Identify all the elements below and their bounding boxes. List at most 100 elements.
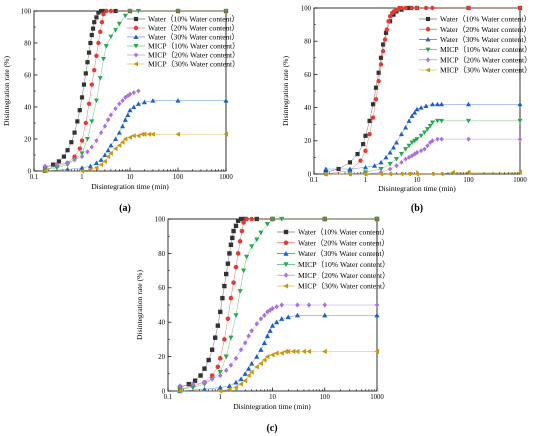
data-point-micp30 [108, 150, 113, 156]
legend-marker-micp30 [425, 67, 431, 73]
data-point-micp30 [439, 171, 444, 177]
data-point-micp20 [246, 333, 251, 339]
chart-b: Disintegration time (min) Disintegration… [281, 5, 532, 214]
data-point-micp10 [434, 118, 441, 124]
data-point-micp10 [439, 118, 445, 124]
data-point-water30 [264, 333, 271, 339]
data-point-micp30 [254, 364, 259, 370]
data-point-water30 [403, 125, 409, 130]
data-point-micp30 [116, 142, 122, 148]
legend-label-water20: Water（20% Water content） [440, 25, 531, 34]
data-point-water10 [370, 102, 376, 107]
series-water20 [42, 8, 229, 172]
data-point-micp30 [87, 166, 93, 172]
data-point-water20 [72, 154, 77, 159]
data-point-water30 [465, 101, 472, 107]
data-point-micp30 [141, 131, 147, 137]
data-point-water10 [90, 26, 96, 31]
legend-marker-water30 [425, 36, 431, 42]
data-point-water10 [347, 160, 353, 165]
data-point-micp10 [190, 385, 196, 391]
data-point-water30 [79, 165, 85, 170]
data-point-micp10 [269, 216, 276, 222]
data-point-micp30 [122, 136, 128, 142]
data-point-water10 [85, 60, 90, 65]
data-point-micp10 [135, 8, 141, 14]
legend-item-water20: Water（20% Water content） [419, 25, 531, 34]
legend-marker-micp10 [283, 262, 289, 268]
data-point-water10 [192, 378, 198, 383]
data-point-micp30 [233, 384, 239, 391]
legend-label-micp30: MICP（30% Water content） [440, 66, 532, 75]
data-point-water10 [69, 140, 74, 145]
data-point-micp30 [429, 171, 435, 177]
x-tick-label: 1000 [513, 177, 527, 184]
data-point-micp30 [175, 131, 181, 137]
series-water20 [177, 216, 380, 392]
data-point-micp30 [274, 350, 279, 356]
data-point-water30 [414, 106, 420, 112]
data-point-water10 [61, 154, 67, 159]
legend-marker-water20 [283, 240, 289, 246]
data-point-micp30 [146, 131, 152, 137]
data-point-water20 [373, 97, 379, 102]
data-point-water10 [79, 95, 85, 100]
data-point-water20 [86, 101, 92, 107]
data-point-micp10 [398, 152, 405, 157]
y-tick-label: 60 [304, 72, 311, 79]
legend-label-micp10: MICP（10% Water content） [298, 260, 390, 269]
data-point-micp20 [270, 305, 275, 312]
data-point-micp30 [127, 134, 133, 140]
legend-item-micp20: MICP（20% Water content） [277, 271, 390, 280]
data-point-micp20 [430, 138, 435, 144]
data-point-water10 [220, 295, 225, 301]
legend-label-water20: Water（20% Water content） [298, 238, 389, 247]
data-point-micp30 [323, 171, 328, 177]
data-point-water10 [363, 133, 368, 138]
legend-marker-micp20 [283, 272, 289, 278]
data-point-micp30 [378, 171, 384, 177]
x-tick-label: 1000 [370, 394, 384, 401]
legend-marker-micp30 [283, 283, 289, 289]
x-tick-label: 1 [364, 177, 367, 184]
legend-marker-water20 [133, 25, 139, 31]
x-tick-label: 100 [463, 177, 474, 184]
data-point-water30 [383, 154, 389, 160]
data-point-water20 [108, 8, 114, 14]
legend-marker-micp10 [425, 47, 431, 53]
data-point-micp30 [387, 171, 393, 177]
data-point-water30 [238, 376, 244, 382]
data-point-water10 [89, 32, 94, 38]
legend-label-micp30: MICP（30% Water content） [148, 60, 240, 69]
legend-label-micp20: MICP（20% Water content） [440, 55, 532, 64]
data-point-micp10 [116, 21, 122, 27]
data-point-water20 [430, 5, 435, 11]
data-point-water30 [387, 149, 393, 155]
data-point-micp10 [113, 28, 119, 33]
data-point-water10 [355, 151, 360, 157]
x-tick-label: 10 [414, 177, 421, 184]
data-point-water30 [254, 353, 260, 359]
data-point-micp10 [217, 369, 223, 375]
data-point-water30 [372, 163, 378, 168]
data-point-water20 [382, 37, 388, 42]
data-point-micp20 [65, 160, 70, 166]
legend-item-water20: Water（20% Water content） [277, 238, 389, 247]
data-point-water20 [367, 131, 372, 137]
data-point-water30 [258, 347, 264, 352]
x-tick-label: 1 [80, 174, 83, 181]
legend-label-micp20: MICP（20% Water content） [148, 51, 240, 60]
data-point-water30 [391, 144, 397, 150]
data-point-micp20 [403, 156, 408, 162]
data-point-water10 [209, 347, 215, 352]
data-point-micp10 [175, 8, 181, 14]
legend-marker-water20 [425, 26, 431, 32]
y-tick-label: 100 [301, 5, 312, 12]
data-point-micp30 [238, 381, 244, 387]
data-point-water20 [239, 228, 245, 234]
data-point-micp10 [228, 335, 234, 341]
legend-label-water10: Water（10% Water content） [298, 228, 389, 237]
data-point-micp10 [424, 127, 431, 132]
legend-marker-micp10 [133, 43, 139, 49]
data-point-micp30 [374, 348, 380, 355]
